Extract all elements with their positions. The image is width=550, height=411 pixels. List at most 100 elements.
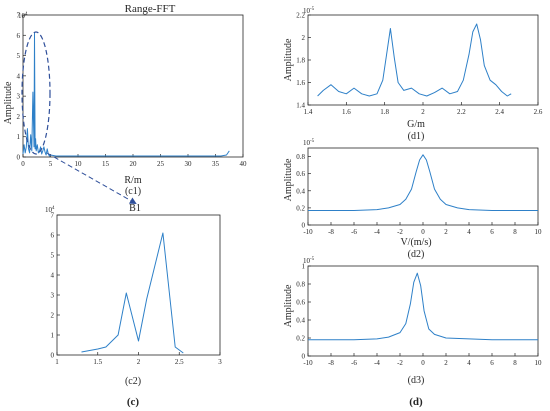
ytick-label-c1-6: 6 — [17, 32, 21, 40]
xtick-label-c1-6: 30 — [185, 160, 193, 168]
xtick-label-c1-5: 25 — [157, 160, 165, 168]
panel-d1-ylabel: Amplitude — [283, 38, 294, 81]
panel-c2-title: B1 — [129, 203, 141, 214]
xtick-label-c1-0: 0 — [21, 160, 25, 168]
panel-c1-title: Range-FFT — [125, 3, 176, 15]
xtick-label-d3-1: -8 — [328, 359, 334, 367]
ytick-label-c2-2: 2 — [51, 312, 55, 320]
series-line-c1 — [22, 32, 230, 157]
xtick-label-d2-6: 2 — [444, 228, 448, 236]
panel-d2-exponent-base: 10 — [303, 139, 311, 147]
figure-label-c: (c) — [127, 396, 140, 408]
ytick-label-d3-1: 0.2 — [296, 335, 305, 343]
xtick-label-d1-5: 2.4 — [495, 108, 504, 116]
zoom-arrow — [46, 152, 137, 204]
panel-d3-exponent: 10-5 — [303, 257, 315, 265]
ytick-label-d1-4: 2.2 — [296, 12, 305, 20]
panel-d2-exponent-power: -5 — [310, 139, 315, 144]
panel-d3: Amplitude 10-5 (d3) -10 -8 -6 -4 -2 0 2 4 6 8 1000… — [283, 257, 542, 386]
panel-d1-caption: (d1) — [408, 131, 425, 142]
xtick-label-d2-0: -10 — [303, 228, 313, 236]
xtick-label-d3-9: 8 — [513, 359, 517, 367]
ytick-label-d3-0: 0 — [302, 353, 306, 361]
panel-d3-caption: (d3) — [408, 375, 425, 386]
xtick-label-d3-6: 2 — [444, 359, 448, 367]
panel-c1: Range-FFT Amplitude 104 R/m (c1) 0 5 10 15 2… — [3, 3, 247, 197]
xtick-label-c1-3: 15 — [102, 160, 110, 168]
panel-c2-exponent-base: 10 — [45, 206, 53, 214]
zoom-highlight-ellipse — [21, 31, 51, 155]
panel-d1-exponent-base: 10 — [303, 7, 311, 15]
xtick-label-c1-2: 10 — [75, 160, 83, 168]
ytick-label-c1-3: 3 — [17, 93, 21, 101]
ytick-label-c2-1: 1 — [51, 332, 55, 340]
xtick-label-d1-6: 2.6 — [534, 108, 543, 116]
xtick-label-c1-7: 35 — [212, 160, 220, 168]
xtick-label-c1-4: 20 — [130, 160, 138, 168]
panel-c2-exponent: 104 — [45, 206, 55, 214]
ytick-label-d3-4: 0.8 — [296, 281, 305, 289]
ytick-label-c1-4: 4 — [17, 72, 21, 80]
xtick-label-d2-3: -4 — [374, 228, 380, 236]
panel-c2-caption: (c2) — [125, 376, 141, 387]
panel-d2-ylabel: Amplitude — [283, 158, 294, 201]
ytick-label-d1-2: 1.8 — [296, 57, 305, 65]
xtick-label-c1-8: 40 — [240, 160, 248, 168]
ytick-label-c1-5: 5 — [17, 52, 21, 60]
ytick-label-c1-2: 2 — [17, 113, 21, 121]
ytick-label-c2-6: 6 — [51, 232, 55, 240]
panel-c1-caption: (c1) — [125, 186, 141, 197]
ytick-label-d3-3: 0.6 — [296, 299, 305, 307]
ytick-label-d2-4: 0.8 — [296, 153, 305, 161]
xtick-label-c2-0: 1 — [55, 358, 59, 366]
ytick-label-d1-1: 1.6 — [296, 79, 305, 87]
ytick-label-d2-2: 0.4 — [296, 187, 305, 195]
panel-d1-xlabel: G/m — [407, 119, 425, 130]
series-line-c2 — [81, 232, 184, 354]
xtick-label-d2-10: 10 — [535, 228, 543, 236]
ytick-label-d1-0: 1.4 — [296, 102, 305, 110]
xtick-label-c2-1: 1.5 — [93, 358, 102, 366]
xtick-label-d3-0: -10 — [303, 359, 313, 367]
ytick-label-c1-1: 1 — [17, 133, 21, 141]
panel-d3-exponent-power: -5 — [310, 257, 315, 262]
panel-d1-exponent-power: -5 — [310, 7, 315, 12]
ytick-label-d2-0: 0 — [302, 222, 306, 230]
axes-frame-d3 — [307, 265, 539, 357]
ytick-label-c2-3: 3 — [51, 292, 55, 300]
xtick-label-d3-10: 10 — [535, 359, 543, 367]
panel-d2-xlabel: V/(m/s) — [400, 237, 431, 248]
panel-d1: Amplitude 10-5 G/m (d1) 1.4 1.6 1.8 2 2.2 2.4… — [283, 7, 543, 142]
xtick-label-c2-3: 2.5 — [175, 358, 184, 366]
panel-c1-exponent-power: 4 — [25, 12, 28, 17]
ytick-label-d2-3: 0.6 — [296, 170, 305, 178]
panel-d2-caption: (d2) — [408, 249, 425, 260]
xtick-label-d1-4: 2.2 — [457, 108, 466, 116]
xtick-label-d3-4: -2 — [397, 359, 403, 367]
xtick-label-d3-2: -6 — [351, 359, 357, 367]
zoom-annotation — [21, 31, 137, 204]
ytick-label-c2-5: 5 — [51, 252, 55, 260]
axes-frame-c1 — [22, 14, 244, 158]
panel-d2-exponent: 10-5 — [303, 139, 315, 147]
xtick-label-d3-3: -4 — [374, 359, 380, 367]
ytick-label-d3-2: 0.4 — [296, 317, 305, 325]
ytick-label-d1-3: 2 — [302, 34, 306, 42]
xtick-label-d3-8: 6 — [490, 359, 494, 367]
xtick-label-c2-2: 2 — [137, 358, 141, 366]
xtick-label-d1-2: 1.8 — [380, 108, 389, 116]
panel-d3-exponent-base: 10 — [303, 257, 311, 265]
panel-c1-exponent-base: 10 — [18, 12, 26, 20]
xtick-label-d2-8: 6 — [490, 228, 494, 236]
panel-d1-exponent: 10-5 — [303, 7, 315, 15]
ytick-label-d2-1: 0.2 — [296, 204, 305, 212]
xtick-label-d1-3: 2 — [421, 108, 425, 116]
xtick-label-d2-7: 4 — [467, 228, 471, 236]
xtick-label-d2-1: -8 — [328, 228, 334, 236]
panel-c1-exponent: 104 — [18, 12, 28, 20]
xtick-label-d2-5: 0 — [421, 228, 425, 236]
panel-d2: Amplitude 10-5 V/(m/s) (d2) -10 -8 -6 -4 -2 0… — [283, 139, 542, 260]
xtick-label-c2-4: 3 — [218, 358, 222, 366]
